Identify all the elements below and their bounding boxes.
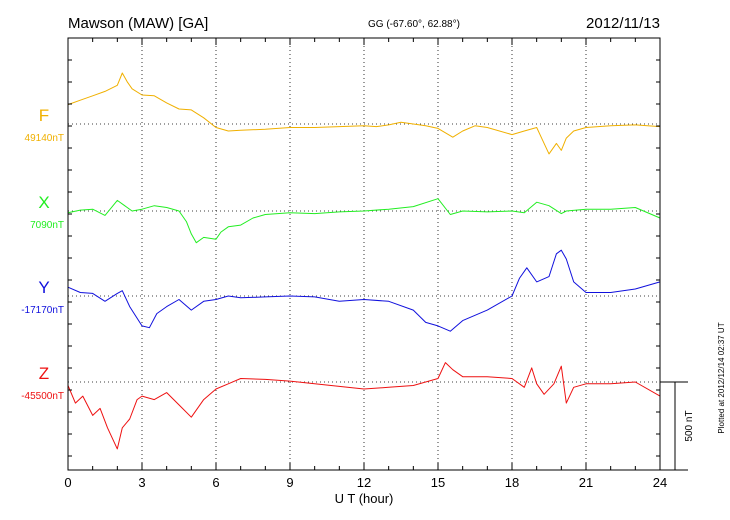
x-tick-label: 0 bbox=[64, 475, 71, 490]
series-line-y bbox=[67, 249, 661, 332]
baseline-value-x: 7090nT bbox=[30, 220, 64, 231]
plot-date: 2012/11/13 bbox=[586, 15, 660, 32]
series-line-f bbox=[67, 72, 661, 155]
station-title: Mawson (MAW) [GA] bbox=[68, 15, 208, 32]
component-label-z: Z bbox=[39, 364, 49, 383]
x-tick-label: 21 bbox=[579, 475, 593, 490]
x-tick-label: 3 bbox=[138, 475, 145, 490]
component-label-x: X bbox=[38, 193, 49, 212]
x-tick-label: 12 bbox=[357, 475, 371, 490]
component-label-y: Y bbox=[38, 278, 49, 297]
baseline-value-z: -45500nT bbox=[21, 391, 64, 402]
series-layer bbox=[67, 72, 661, 450]
scale-bar: 500 nT bbox=[660, 381, 695, 471]
baseline-value-f: 49140nT bbox=[25, 133, 64, 144]
x-tick-label: 6 bbox=[212, 475, 219, 490]
series-line-z bbox=[67, 362, 661, 450]
station-coordinates: GG (-67.60°, 62.88°) bbox=[368, 19, 460, 30]
component-label-f: F bbox=[39, 106, 49, 125]
baseline-value-y: -17170nT bbox=[21, 305, 64, 316]
series-line-x bbox=[67, 198, 661, 244]
grid bbox=[68, 38, 660, 470]
x-tick-label: 24 bbox=[653, 475, 667, 490]
plotted-timestamp: Plotted at 2012/12/14 02:37 UT bbox=[717, 322, 726, 433]
x-axis-label: U T (hour) bbox=[335, 491, 394, 506]
component-labels: F 49140nT X 7090nT Y -17170nT Z -45500nT bbox=[21, 106, 64, 402]
x-tick-label: 18 bbox=[505, 475, 519, 490]
x-axis-ticks: 0 3 6 9 12 15 18 21 24 bbox=[64, 38, 667, 490]
x-tick-label: 15 bbox=[431, 475, 445, 490]
x-tick-label: 9 bbox=[286, 475, 293, 490]
scale-bar-label: 500 nT bbox=[684, 410, 695, 441]
